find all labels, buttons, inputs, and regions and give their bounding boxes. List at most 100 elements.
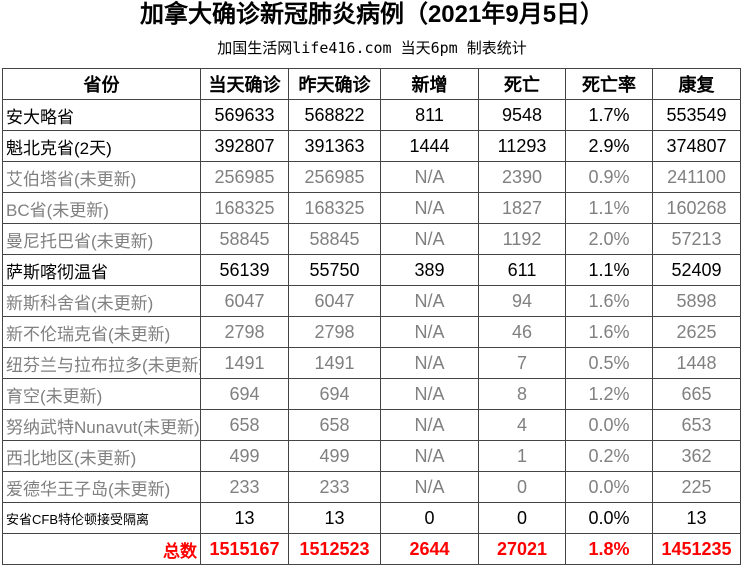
value-cell: 1.2%	[565, 378, 653, 410]
value-cell: 499	[288, 440, 381, 472]
value-cell: 13	[200, 502, 289, 534]
value-cell: N/A	[380, 378, 479, 410]
value-cell: 57213	[652, 223, 741, 255]
value-cell: 168325	[288, 192, 381, 224]
value-cell: N/A	[380, 471, 479, 503]
value-cell: 389	[380, 254, 479, 286]
value-cell: 233	[200, 471, 289, 503]
value-cell: 1.1%	[565, 192, 653, 224]
value-cell: N/A	[380, 316, 479, 348]
province-cell: 安大略省	[2, 99, 201, 131]
value-cell: 4	[478, 409, 566, 441]
value-cell: 1827	[478, 192, 566, 224]
data-row: 萨斯喀彻温省 56139 55750 389 611 1.1% 52409	[2, 254, 741, 286]
value-cell: 1512523	[288, 533, 381, 565]
value-cell: 55750	[288, 254, 381, 286]
value-cell: 658	[200, 409, 289, 441]
value-cell: 1.6%	[565, 285, 653, 317]
value-cell: 6047	[288, 285, 381, 317]
province-cell: 萨斯喀彻温省	[2, 254, 201, 286]
value-cell: 0.9%	[565, 161, 653, 193]
province-cell: 总数	[2, 533, 201, 565]
data-row: 努纳武特Nunavut(未更新) 658 658 N/A 4 0.0% 653	[2, 409, 741, 441]
value-cell: 46	[478, 316, 566, 348]
column-header: 死亡	[478, 68, 566, 100]
value-cell: 2798	[200, 316, 289, 348]
data-row: 纽芬兰与拉布拉多(未更新) 1491 1491 N/A 7 0.5% 1448	[2, 347, 741, 379]
value-cell: 52409	[652, 254, 741, 286]
value-cell: 392807	[200, 130, 289, 162]
data-row: 魁北克省(2天) 392807 391363 1444 11293 2.9% 374807	[2, 130, 741, 162]
value-cell: 1491	[288, 347, 381, 379]
value-cell: 0.0%	[565, 471, 653, 503]
value-cell: 0.0%	[565, 409, 653, 441]
value-cell: N/A	[380, 285, 479, 317]
data-row: 育空(未更新) 694 694 N/A 8 1.2% 665	[2, 378, 741, 410]
value-cell: 374807	[652, 130, 741, 162]
value-cell: 2798	[288, 316, 381, 348]
value-cell: 611	[478, 254, 566, 286]
value-cell: 7	[478, 347, 566, 379]
value-cell: 1.8%	[565, 533, 653, 565]
value-cell: 58845	[288, 223, 381, 255]
subtitle: 加国生活网life416.com 当天6pm 制表统计	[217, 39, 527, 57]
value-cell: 13	[652, 502, 741, 534]
value-cell: 694	[288, 378, 381, 410]
value-cell: 499	[200, 440, 289, 472]
column-header: 省份	[2, 68, 201, 100]
value-cell: 2390	[478, 161, 566, 193]
province-cell: 艾伯塔省(未更新)	[2, 161, 201, 193]
value-cell: 0	[478, 471, 566, 503]
value-cell: 13	[288, 502, 381, 534]
data-row: 西北地区(未更新) 499 499 N/A 1 0.2% 362	[2, 440, 741, 472]
column-header: 当天确诊	[200, 68, 289, 100]
province-cell: 育空(未更新)	[2, 378, 201, 410]
data-row: 新不伦瑞克省(未更新) 2798 2798 N/A 46 1.6% 2625	[2, 316, 741, 348]
value-cell: 168325	[200, 192, 289, 224]
value-cell: 27021	[478, 533, 566, 565]
value-cell: 2.0%	[565, 223, 653, 255]
value-cell: 1.1%	[565, 254, 653, 286]
value-cell: 160268	[652, 192, 741, 224]
province-cell: 努纳武特Nunavut(未更新)	[2, 409, 201, 441]
value-cell: 362	[652, 440, 741, 472]
data-row: 安大略省 569633 568822 811 9548 1.7% 553549	[2, 99, 741, 131]
value-cell: 1515167	[200, 533, 289, 565]
value-cell: 0.0%	[565, 502, 653, 534]
value-cell: 569633	[200, 99, 289, 131]
header-row: 省份 当天确诊 昨天确诊 新增 死亡 死亡率 康复	[2, 68, 741, 100]
province-cell: 安省CFB特伦顿接受隔离	[2, 502, 201, 534]
value-cell: 5898	[652, 285, 741, 317]
value-cell: 0	[380, 502, 479, 534]
value-cell: 6047	[200, 285, 289, 317]
data-row: BC省(未更新) 168325 168325 N/A 1827 1.1% 160268	[2, 192, 741, 224]
province-cell: 新斯科舍省(未更新)	[2, 285, 201, 317]
value-cell: 568822	[288, 99, 381, 131]
value-cell: N/A	[380, 347, 479, 379]
value-cell: 241100	[652, 161, 741, 193]
province-cell: 纽芬兰与拉布拉多(未更新)	[2, 347, 201, 379]
value-cell: 256985	[288, 161, 381, 193]
value-cell: 1444	[380, 130, 479, 162]
value-cell: N/A	[380, 223, 479, 255]
data-row: 爱德华王子岛(未更新) 233 233 N/A 0 0.0% 225	[2, 471, 741, 503]
value-cell: 225	[652, 471, 741, 503]
value-cell: 665	[652, 378, 741, 410]
province-cell: 西北地区(未更新)	[2, 440, 201, 472]
data-row: 新斯科舍省(未更新) 6047 6047 N/A 94 1.6% 5898	[2, 285, 741, 317]
data-row: 艾伯塔省(未更新) 256985 256985 N/A 2390 0.9% 241100	[2, 161, 741, 193]
province-cell: BC省(未更新)	[2, 192, 201, 224]
value-cell: 9548	[478, 99, 566, 131]
case-table: 省份 当天确诊 昨天确诊 新增 死亡 死亡率 康复 安大略省 569633 568822 811 9…	[2, 68, 741, 565]
province-cell: 曼尼托巴省(未更新)	[2, 223, 201, 255]
value-cell: 1192	[478, 223, 566, 255]
value-cell: 2625	[652, 316, 741, 348]
value-cell: 811	[380, 99, 479, 131]
value-cell: 694	[200, 378, 289, 410]
value-cell: 0.2%	[565, 440, 653, 472]
value-cell: 1.7%	[565, 99, 653, 131]
value-cell: 233	[288, 471, 381, 503]
value-cell: 11293	[478, 130, 566, 162]
value-cell: 1448	[652, 347, 741, 379]
